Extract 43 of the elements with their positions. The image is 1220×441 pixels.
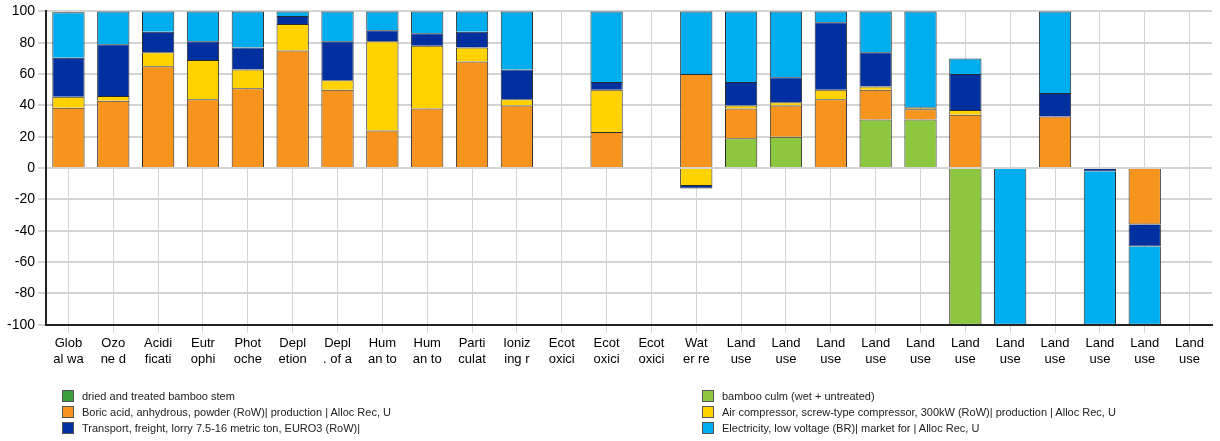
legend-label: Boric acid, anhydrous, powder (RoW)| production | Alloc Rec, U: [82, 406, 391, 418]
x-tick-label: Glob al wa: [53, 335, 85, 366]
x-tick-label: Ioniz ing r: [503, 335, 531, 366]
x-tick-label: Acidi ficati: [144, 335, 173, 366]
y-tick-label: -60: [14, 252, 36, 269]
y-tick-label: 100: [11, 2, 36, 19]
y-tick-label: -40: [14, 221, 36, 238]
x-tick-label: Land use: [1040, 335, 1070, 366]
x-tick-label: Land use: [1175, 335, 1205, 366]
legend-label: Air compressor, screw-type compressor, 300kW (RoW)| production | Alloc Rec, U: [722, 406, 1116, 418]
y-tick-label: -80: [14, 284, 36, 301]
x-tick-label: Land use: [1130, 335, 1160, 366]
x-tick-label: Parti culat: [458, 335, 487, 366]
y-tick-label: 20: [19, 127, 36, 144]
x-tick-label: Wat er re: [682, 335, 710, 366]
legend-label: Transport, freight, lorry 7.5-16 metric ton, EURO3 (RoW)|: [82, 422, 361, 434]
legend-label: bamboo culm (wet + untreated): [722, 390, 875, 402]
legend-label: dried and treated bamboo stem: [82, 390, 235, 402]
x-tick-label: Ecot oxici: [638, 335, 665, 366]
y-tick-label: -100: [6, 315, 36, 332]
x-tick-label: Hum an to: [367, 335, 397, 366]
y-tick-label: -20: [14, 190, 36, 207]
x-tick-label: Land use: [906, 335, 935, 366]
y-tick-label: 80: [19, 33, 36, 50]
x-tick-label: Phot oche: [233, 335, 262, 366]
x-tick-label: Eutr ophi: [190, 335, 216, 366]
x-tick-label: Ecot oxici: [593, 335, 620, 366]
y-tick-label: 40: [19, 96, 36, 113]
x-tick-label: Hum an to: [412, 335, 442, 366]
x-tick-label: Land use: [950, 335, 980, 366]
x-tick-label: Depl etion: [278, 335, 307, 366]
y-tick-label: 60: [19, 64, 36, 81]
x-tick-label: Ecot oxici: [548, 335, 576, 366]
x-tick-label: Land use: [861, 335, 891, 366]
x-tick-label: Land use: [816, 335, 846, 366]
x-tick-label: Ozo ne d: [100, 335, 126, 366]
x-tick-label: Land use: [771, 335, 801, 366]
y-tick-label: 0: [27, 158, 36, 175]
legend-label: Electricity, low voltage (BR)| market for | Alloc Rec, U: [722, 422, 980, 434]
x-tick-label: Depl . of a: [323, 335, 353, 366]
x-tick-label: Land use: [726, 335, 756, 366]
x-tick-label: Land use: [1085, 335, 1115, 366]
x-tick-label: Land use: [995, 335, 1025, 366]
